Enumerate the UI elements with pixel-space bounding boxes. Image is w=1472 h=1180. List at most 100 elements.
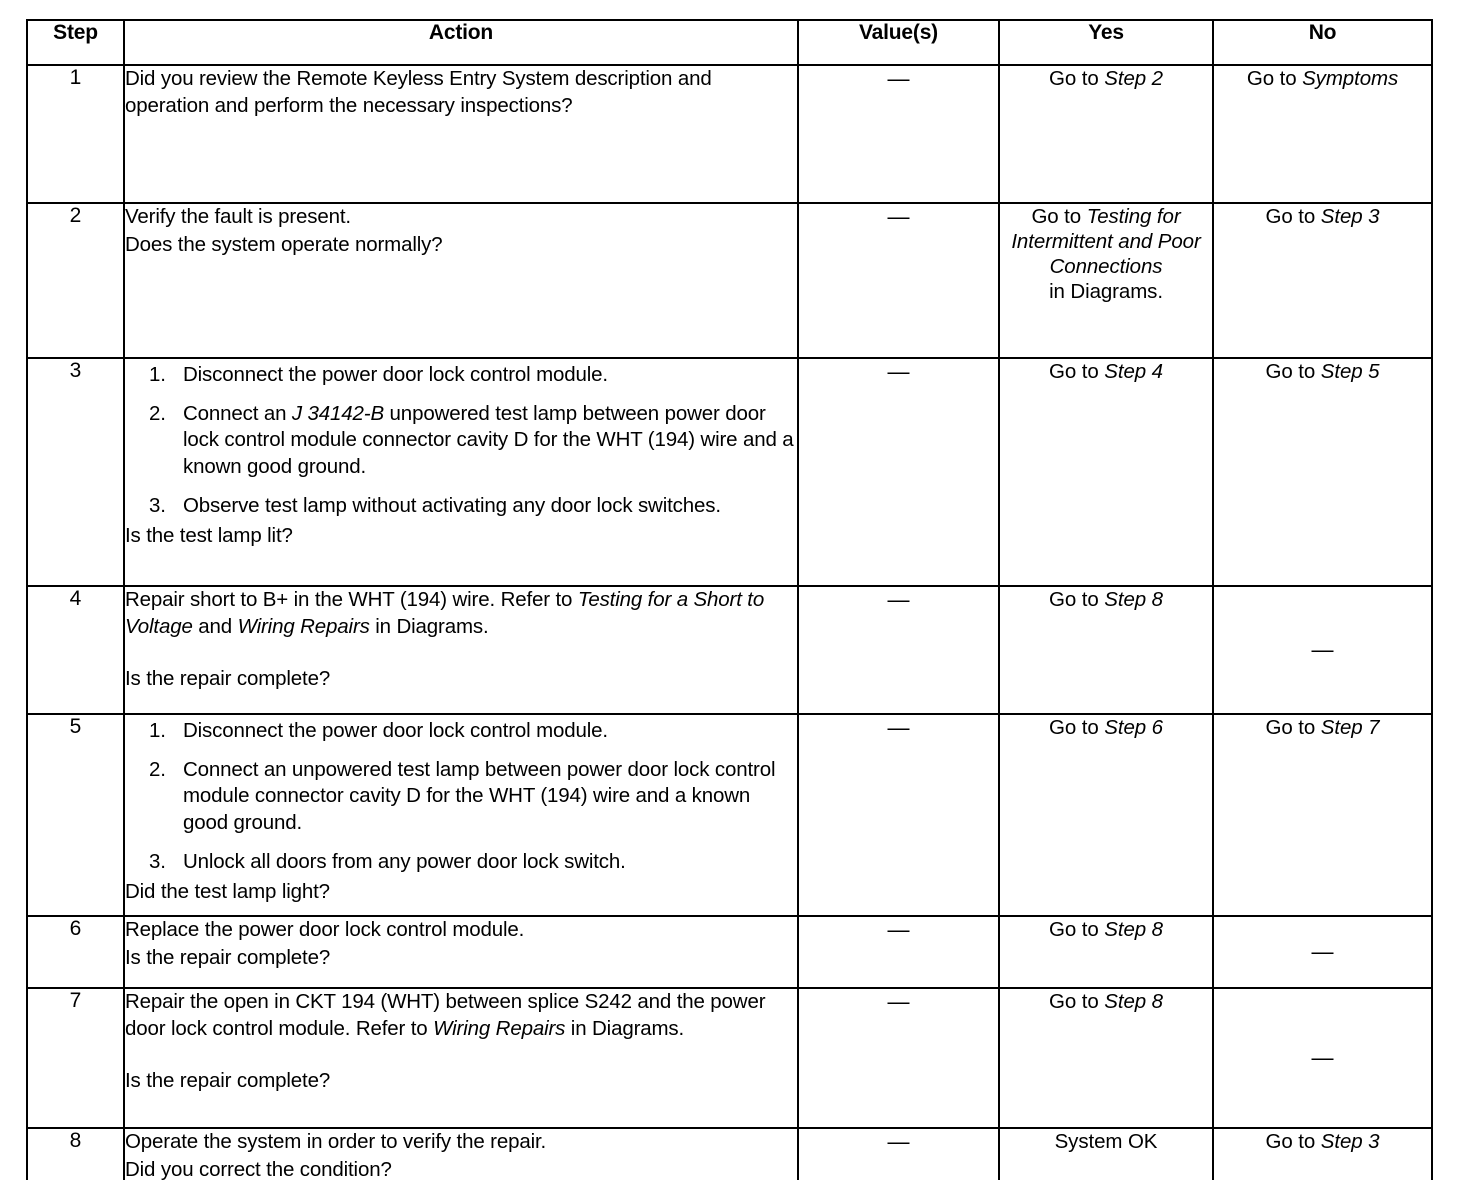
step-number: 7 xyxy=(26,987,125,1129)
step-number: 1 xyxy=(26,64,125,204)
value-cell: — xyxy=(797,202,1000,359)
action-step-list: 1. Disconnect the power door lock control… xyxy=(125,718,797,875)
list-item-text: Disconnect the power door lock control m… xyxy=(183,363,608,386)
dash-mark: — xyxy=(887,989,910,1014)
table-row: 7 Repair the open in CKT 194 (WHT) betwee… xyxy=(26,987,1433,1129)
reference-link: Step 6 xyxy=(1104,716,1163,739)
action-question: Did you correct the condition? xyxy=(125,1157,392,1180)
yes-cell: Go to Step 8 xyxy=(998,987,1214,1129)
yes-cell: System OK xyxy=(998,1127,1214,1180)
outcome-text: Go to Step 8 xyxy=(1049,918,1163,941)
list-item: 2. Connect an unpowered test lamp between… xyxy=(125,757,797,837)
yes-cell: Go to Step 4 xyxy=(998,357,1214,587)
action-cell: Repair the open in CKT 194 (WHT) between… xyxy=(123,987,799,1129)
value-cell: — xyxy=(797,1127,1000,1180)
table-row: 1 Did you review the Remote Keyless Entry… xyxy=(26,64,1433,204)
no-cell: — xyxy=(1212,585,1433,715)
reference-link: Testing for Intermittent and Poor Connec… xyxy=(1011,205,1201,278)
outcome-text: Go to Step 8 xyxy=(1049,588,1163,611)
reference-link: Symptoms xyxy=(1302,67,1399,90)
list-item-text: Observe test lamp without activating any… xyxy=(183,493,721,517)
action-question: Is the test lamp lit? xyxy=(125,524,293,548)
dash-mark: — xyxy=(1311,636,1334,662)
no-cell: Go to Symptoms xyxy=(1212,64,1433,204)
table-row: 5 1. Disconnect the power door lock contro… xyxy=(26,713,1433,917)
outcome-text: Go to Step 5 xyxy=(1265,360,1380,383)
step-number: 3 xyxy=(26,357,125,587)
table-row: 4 Repair short to B+ in the WHT (194) wir… xyxy=(26,585,1433,715)
dash-mark: — xyxy=(887,66,910,91)
dash-mark: — xyxy=(887,587,910,612)
outcome-suffix: in Diagrams. xyxy=(1049,280,1163,303)
action-question: Did the test lamp light? xyxy=(125,880,330,904)
action-question: Is the repair complete? xyxy=(125,667,331,691)
value-cell: — xyxy=(797,987,1000,1129)
table-row: 6 Replace the power door lock control mod… xyxy=(26,915,1433,989)
outcome-text: System OK xyxy=(1054,1130,1158,1153)
outcome-text: Go to Testing for Intermittent and Poor … xyxy=(1011,205,1201,278)
list-item-number: 1. xyxy=(149,719,166,742)
reference-link: Step 8 xyxy=(1104,918,1163,941)
dash-mark: — xyxy=(887,917,910,942)
list-item-number: 2. xyxy=(149,401,166,425)
step-number: 4 xyxy=(26,585,125,715)
step-number: 8 xyxy=(26,1127,125,1180)
value-cell: — xyxy=(797,585,1000,715)
table-row: 8 Operate the system in order to verify t… xyxy=(26,1127,1433,1180)
column-header-value: Value(s) xyxy=(797,19,1000,66)
value-cell: — xyxy=(797,713,1000,917)
diagnostic-table: Step Action Value(s) Yes No 1 Did you rev… xyxy=(26,19,1433,1180)
dash-mark: — xyxy=(887,1129,910,1154)
no-cell: Go to Step 5 xyxy=(1212,357,1433,587)
no-cell: — xyxy=(1212,915,1433,989)
yes-cell: Go to Step 8 xyxy=(998,915,1214,989)
list-item-text: Disconnect the power door lock control m… xyxy=(183,719,608,742)
dash-mark: — xyxy=(887,204,910,229)
no-cell: Go to Step 3 xyxy=(1212,1127,1433,1180)
action-cell: Repair short to B+ in the WHT (194) wire… xyxy=(123,585,799,715)
list-item-text: Connect an J 34142-B unpowered test lamp… xyxy=(183,401,794,478)
list-item: 2. Connect an J 34142-B unpowered test la… xyxy=(125,401,797,481)
column-header-step: Step xyxy=(26,19,125,66)
step-number: 2 xyxy=(26,202,125,359)
outcome-text: Go to Step 4 xyxy=(1049,360,1163,383)
action-cell: 1. Disconnect the power door lock control… xyxy=(123,713,799,917)
yes-cell: Go to Step 2 xyxy=(998,64,1214,204)
yes-cell: Go to Testing for Intermittent and Poor … xyxy=(998,202,1214,359)
value-cell: — xyxy=(797,64,1000,204)
action-text: Repair short to B+ in the WHT (194) wire… xyxy=(125,588,765,638)
outcome-text: Go to Step 3 xyxy=(1265,205,1380,228)
table-body: 1 Did you review the Remote Keyless Entry… xyxy=(26,64,1433,1180)
table-header: Step Action Value(s) Yes No xyxy=(26,19,1433,66)
list-item: 1. Disconnect the power door lock control… xyxy=(125,718,797,745)
reference-link: Step 8 xyxy=(1104,990,1163,1013)
reference-link: Wiring Repairs xyxy=(237,614,370,638)
column-header-no: No xyxy=(1212,19,1433,66)
yes-cell: Go to Step 8 xyxy=(998,585,1214,715)
action-cell: Replace the power door lock control modu… xyxy=(123,915,799,989)
value-cell: — xyxy=(797,915,1000,989)
action-question: Is the repair complete? xyxy=(125,1069,331,1093)
action-text: Did you review the Remote Keyless Entry … xyxy=(125,67,712,117)
yes-cell: Go to Step 6 xyxy=(998,713,1214,917)
action-question: Is the repair complete? xyxy=(125,945,331,969)
header-row: Step Action Value(s) Yes No xyxy=(26,19,1433,66)
action-step-list: 1. Disconnect the power door lock control… xyxy=(125,362,797,519)
column-header-yes: Yes xyxy=(998,19,1214,66)
outcome-text: Go to Step 8 xyxy=(1049,990,1163,1013)
reference-link: Step 3 xyxy=(1320,205,1380,228)
list-item: 3. Unlock all doors from any power door l… xyxy=(125,849,797,876)
table-row: 2 Verify the fault is present. Does the sy… xyxy=(26,202,1433,359)
action-text: Verify the fault is present. xyxy=(125,205,351,228)
step-number: 6 xyxy=(26,915,125,989)
dash-mark: — xyxy=(887,715,910,740)
action-question: Does the system operate normally? xyxy=(125,232,443,256)
list-item-number: 1. xyxy=(149,363,166,386)
no-cell: Go to Step 7 xyxy=(1212,713,1433,917)
action-text: Repair the open in CKT 194 (WHT) between… xyxy=(125,990,766,1040)
column-header-action: Action xyxy=(123,19,799,66)
outcome-text: Go to Step 3 xyxy=(1265,1130,1380,1153)
action-cell: Operate the system in order to verify th… xyxy=(123,1127,799,1180)
reference-link: Testing for a Short to Voltage xyxy=(125,588,765,638)
no-cell: — xyxy=(1212,987,1433,1129)
